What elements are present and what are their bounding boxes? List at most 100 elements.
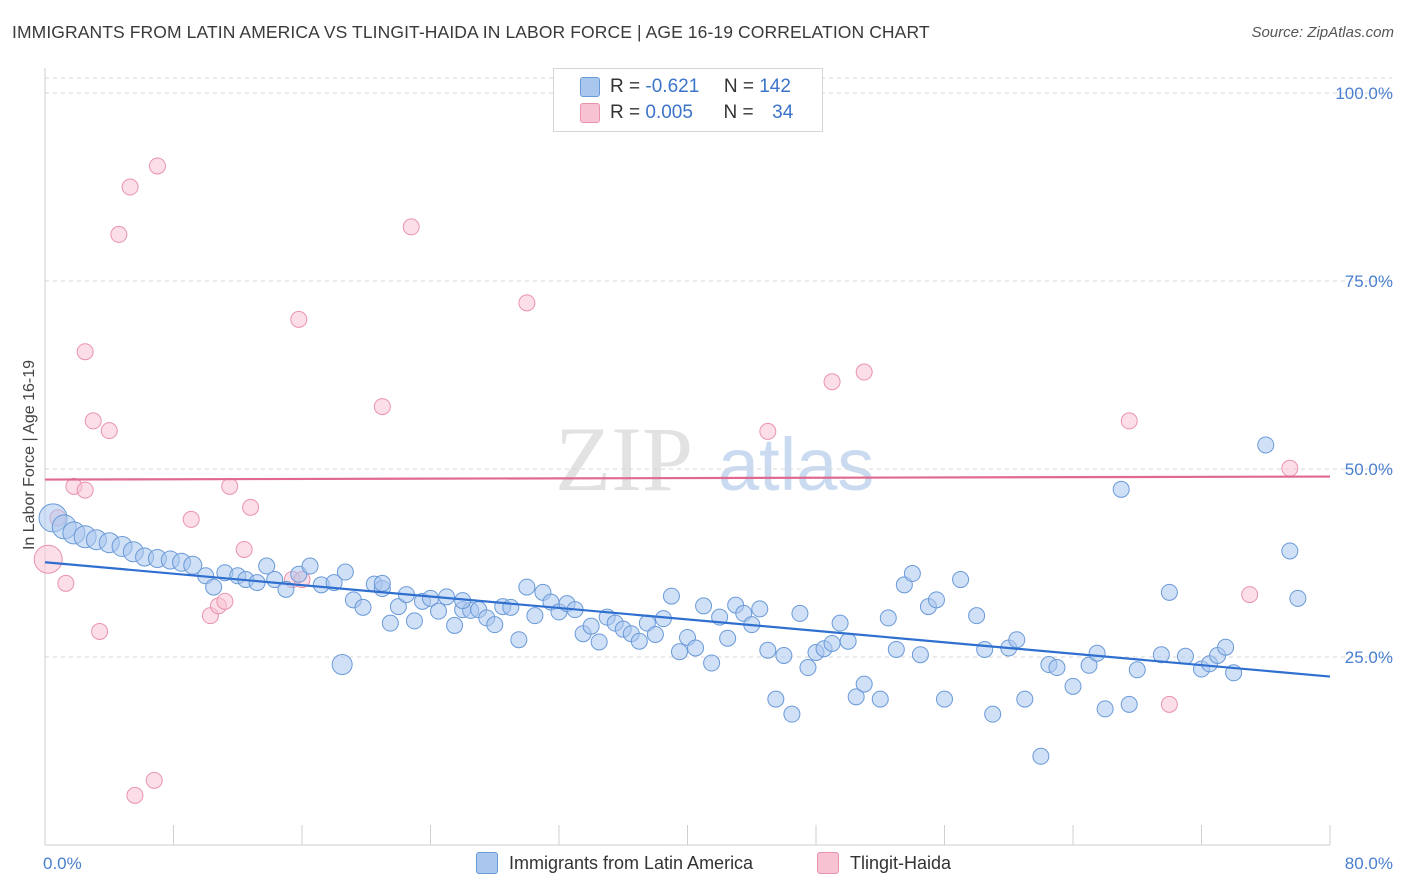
tlingit-haida-point [110,225,128,243]
latin-america-point [670,643,688,661]
trend-line-tlingit-haida [44,475,1331,481]
latin-america-point [759,641,777,659]
latin-america-point [381,614,399,632]
legend-swatch-pink [580,103,600,123]
tlingit-haida-point [100,422,118,440]
tlingit-haida-point [1160,695,1178,713]
x-tick-label: 0.0% [43,854,82,873]
latin-america-point [526,607,544,625]
tlingit-haida-point [759,422,777,440]
x-tick-label: 80.0% [1345,854,1393,873]
latin-america-point [662,587,680,605]
legend-n-label: N = [723,76,754,97]
latin-america-point [1112,480,1130,498]
latin-america-point [1128,661,1146,679]
watermark-atlas: atlas [718,423,874,506]
latin-america-point [968,607,986,625]
legend-r-label: R = [610,102,641,123]
legend-r-label: R = [610,76,641,97]
latin-america-point [936,690,953,708]
source-credit: Source: ZipAtlas.com [1251,24,1394,41]
tlingit-haida-point [235,540,253,558]
latin-america-point [1048,659,1066,677]
latin-america-point [1032,747,1050,765]
latin-america-point [354,598,372,616]
legend-r-value: 0.005 [645,102,693,123]
latin-america-point [1152,646,1170,664]
latin-america-point [823,634,841,652]
latin-america-point [1064,677,1082,695]
latin-america-point [446,616,464,634]
tlingit-haida-point [518,294,536,312]
latin-america-point [590,633,608,651]
y-tick-label: 100.0% [1335,84,1393,103]
latin-america-point [277,580,295,598]
latin-america-point [1008,631,1026,649]
legend-n-value: 34 [772,102,794,123]
tlingit-haida-point [402,218,420,236]
series-swatch-blue [476,852,498,874]
latin-america-point [791,604,809,622]
latin-america-point [847,688,865,706]
latin-america-point [1016,690,1034,708]
legend-r-value: -0.621 [645,76,700,97]
tlingit-haida-point [216,592,234,610]
latin-america-point [775,647,793,665]
chart-title: IMMIGRANTS FROM LATIN AMERICA VS TLINGIT… [12,22,930,42]
latin-america-point [695,597,713,615]
latin-america-point [799,659,817,677]
latin-america-point [903,565,921,583]
latin-america-point [1281,542,1299,560]
latin-america-point [502,598,520,616]
series-label-pink: Tlingit-Haida [850,852,952,873]
trend-line-latin-america [44,561,1331,678]
tlingit-haida-point [57,574,75,592]
latin-america-point [1120,695,1138,713]
latin-america-point [518,578,536,596]
tlingit-haida-point [126,786,144,804]
tlingit-haida-point [76,481,94,499]
latin-america-point [389,598,407,616]
latin-america-point [1217,638,1235,656]
latin-america-point [871,690,889,708]
latin-america-point [1160,583,1178,601]
tlingit-haida-point [373,398,391,416]
tlingit-haida-point [145,771,163,789]
latin-america-point [1088,644,1106,662]
latin-america-point [430,602,448,620]
latin-america-point [646,625,664,643]
tlingit-haida-point [1120,412,1138,430]
watermark-zip: ZIP [555,408,693,510]
y-axis-label: In Labor Force | Age 16-19 [21,360,38,550]
tick-labels: 25.0% 50.0% 75.0% 100.0% 0.0% 80.0% [43,84,1393,873]
latin-america-point [767,690,785,708]
latin-america-point [855,675,873,693]
latin-america-point [952,571,970,589]
latin-america-point [258,557,276,575]
series-swatch-pink [817,852,839,874]
latin-america-point [887,640,905,658]
latin-america-point [687,639,705,657]
latin-america-point [183,555,203,575]
tlingit-haida-point [855,363,873,381]
y-tick-label: 75.0% [1345,272,1393,291]
latin-america-point [582,617,600,635]
latin-america-point [1096,700,1114,718]
tlingit-haida-point [76,343,94,361]
latin-america-point [879,609,897,627]
latin-america-point [1289,589,1307,607]
y-tick-label: 50.0% [1345,460,1393,479]
latin-america-point [331,654,353,676]
latin-america-point [831,614,849,632]
y-tick-label: 25.0% [1345,648,1393,667]
legend-n-label: N = [723,102,754,123]
correlation-legend: R = -0.621 N = 142 R = 0.005 N = 34 [553,68,823,132]
tlingit-haida-point [1241,586,1259,604]
latin-america-point [783,705,801,723]
series-legend-blue: Immigrants from Latin America [476,852,753,874]
series-legend-pink: Tlingit-Haida [817,852,951,874]
tlingit-haida-point [290,310,308,328]
latin-america-point [1080,656,1098,674]
tlingit-haida-point [221,477,239,495]
